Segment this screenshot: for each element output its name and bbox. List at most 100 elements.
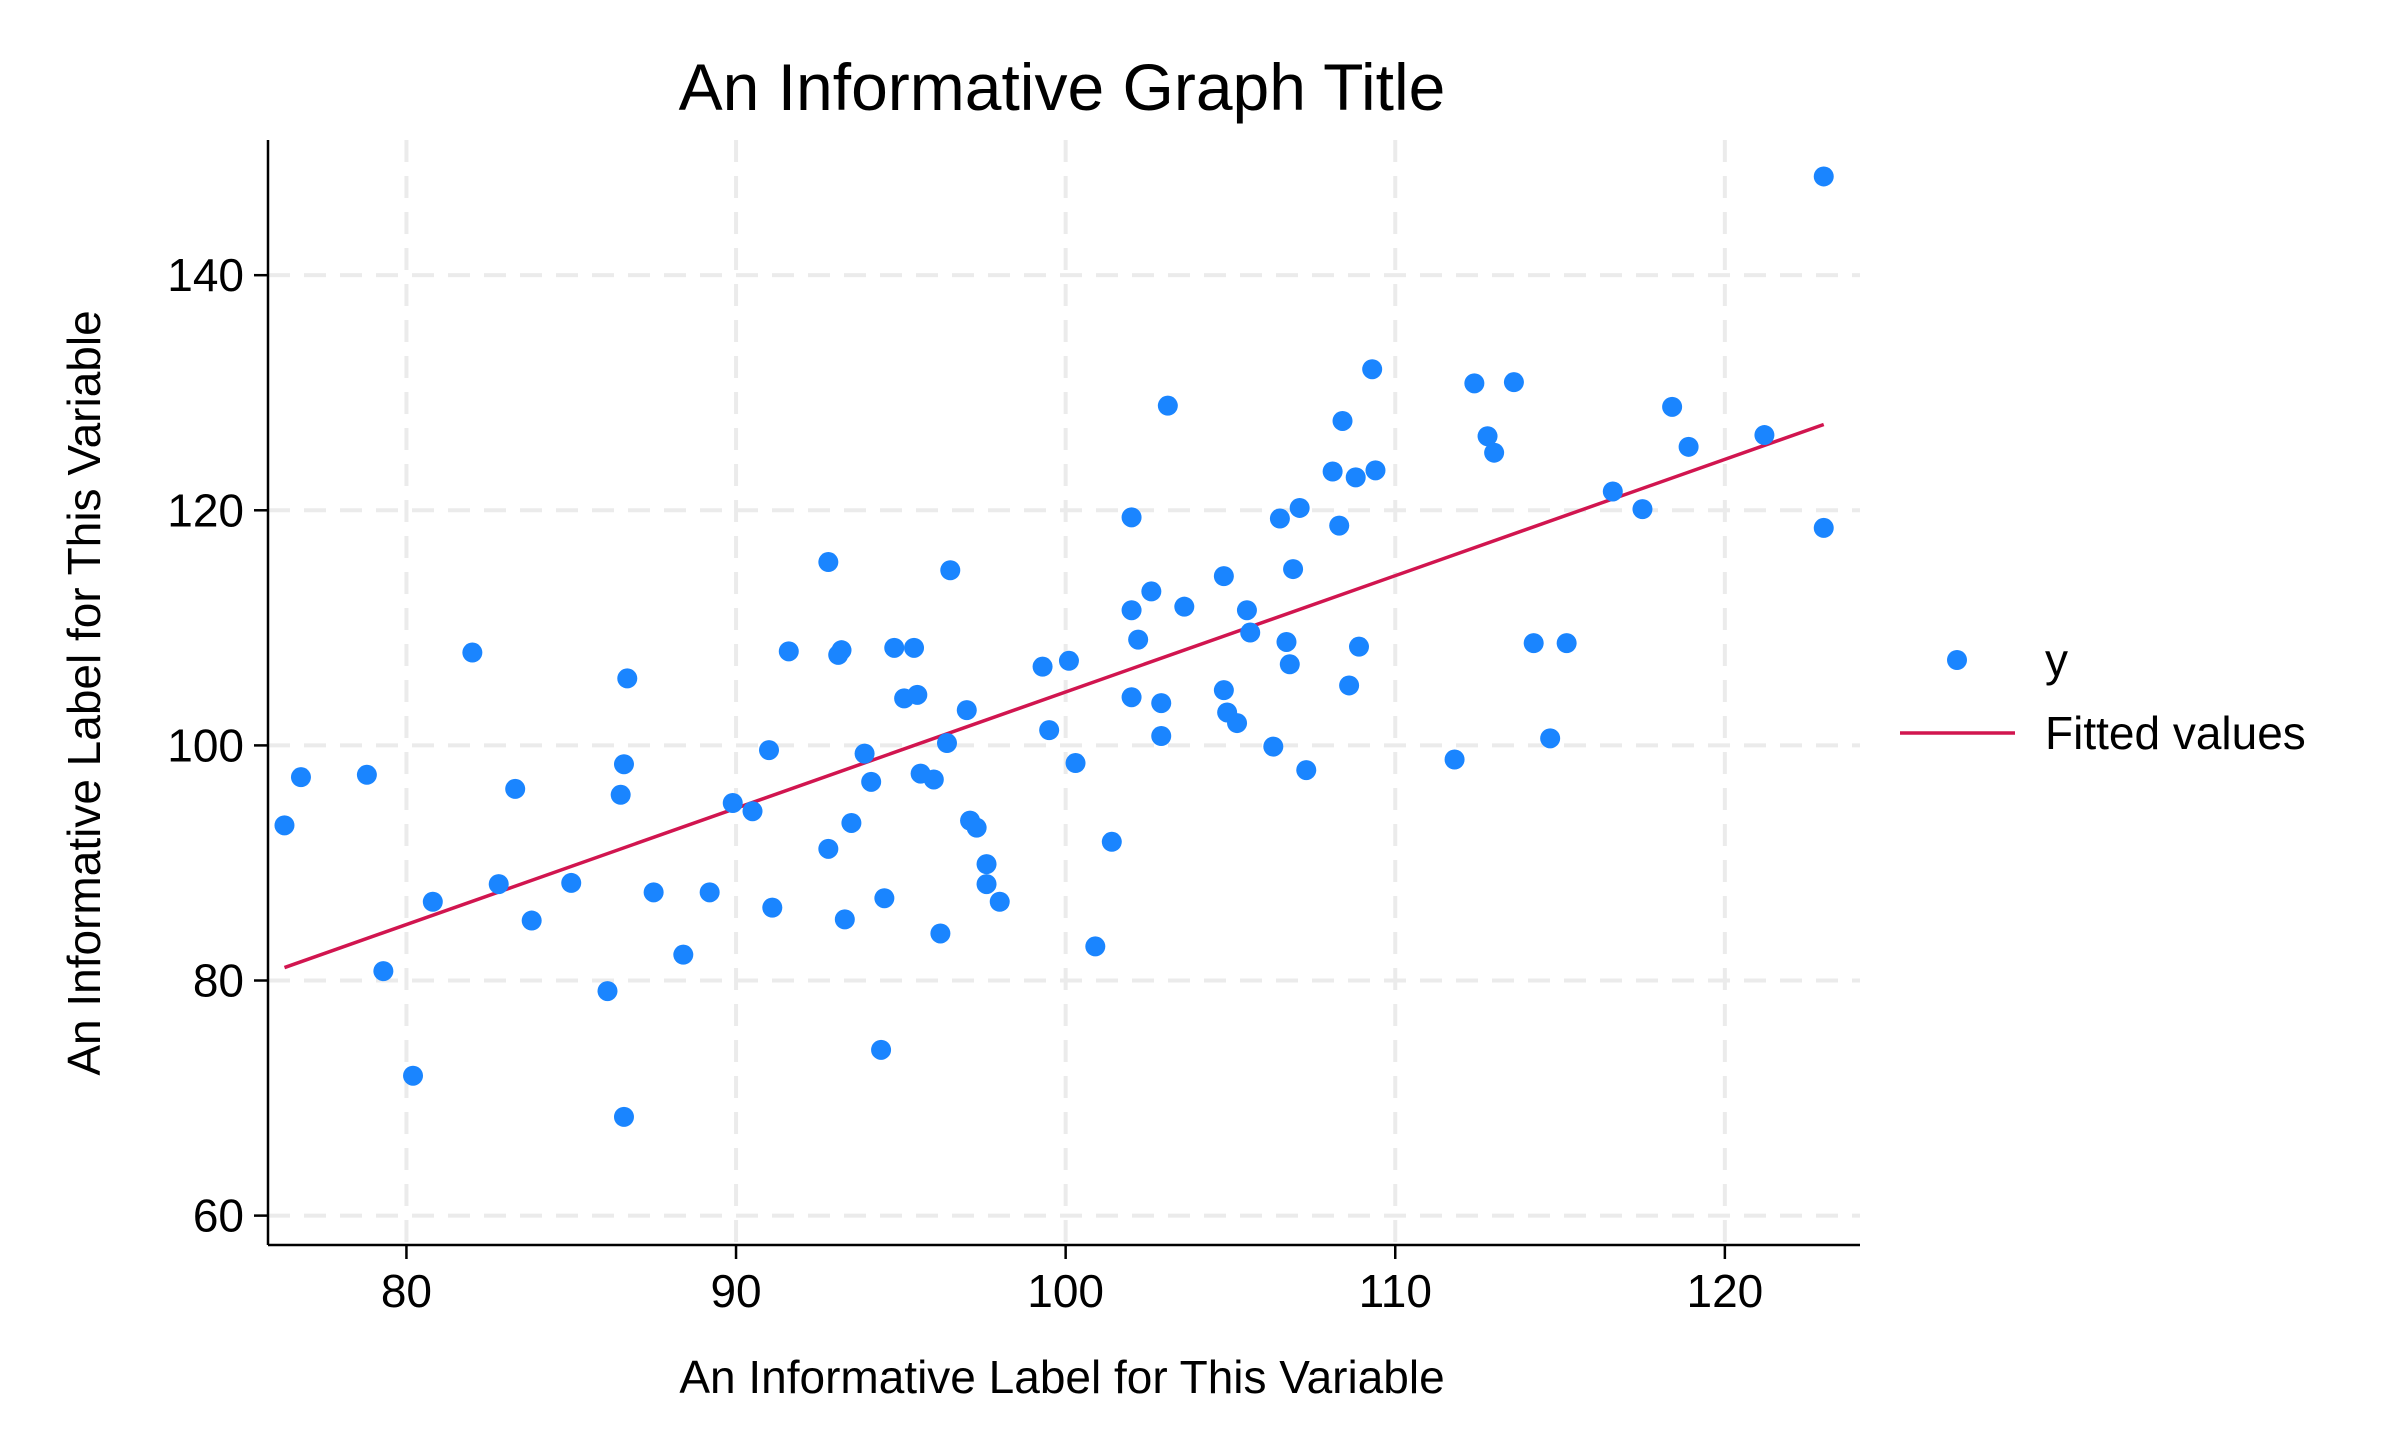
data-point (1227, 713, 1248, 734)
data-point (610, 784, 631, 805)
data-point (762, 897, 783, 918)
data-point (1101, 831, 1122, 852)
x-tick-label: 120 (1686, 1265, 1763, 1317)
x-tick-label: 100 (1027, 1265, 1104, 1317)
data-point (871, 1039, 892, 1060)
y-tick-label: 120 (167, 484, 244, 536)
data-point (1141, 581, 1162, 602)
data-point (930, 923, 951, 944)
gridlines (268, 140, 1860, 1245)
data-point (1540, 728, 1561, 749)
data-point (1329, 515, 1350, 536)
data-point (521, 910, 542, 931)
y-axis-label: An Informative Label for This Variable (58, 310, 110, 1075)
data-point (778, 641, 799, 662)
data-point (1151, 693, 1172, 714)
data-point (759, 740, 780, 761)
data-point (1128, 629, 1149, 650)
data-point (1276, 631, 1297, 652)
data-point (1602, 481, 1623, 502)
data-point (1269, 508, 1290, 529)
y-tick-label: 80 (193, 955, 244, 1007)
data-point (936, 733, 957, 754)
data-point (1289, 497, 1310, 518)
y-tick-label: 100 (167, 719, 244, 771)
data-point (1813, 166, 1834, 187)
data-point (1503, 372, 1524, 393)
legend-marker-y (1947, 650, 1967, 670)
data-point (1236, 600, 1257, 621)
data-point (1085, 936, 1106, 957)
x-tick-label: 80 (381, 1265, 432, 1317)
data-point (356, 764, 377, 785)
data-point (1039, 720, 1060, 741)
data-point (1283, 559, 1304, 580)
data-point (1213, 680, 1234, 701)
data-point (818, 552, 839, 573)
data-point (976, 854, 997, 875)
data-point (956, 700, 977, 721)
data-point (976, 874, 997, 895)
data-point (722, 793, 743, 813)
data-point (874, 888, 895, 909)
data-point (373, 961, 394, 982)
y-tick-label: 140 (167, 249, 244, 301)
data-point (1296, 760, 1317, 781)
data-point (966, 817, 987, 838)
data-point (940, 560, 961, 581)
data-point (1322, 461, 1343, 482)
data-point (1632, 499, 1653, 520)
data-point (861, 771, 882, 792)
data-point (1058, 650, 1079, 671)
data-point (1279, 654, 1300, 675)
data-point (1339, 675, 1360, 696)
fitted-line-layer (283, 422, 1825, 970)
data-point (699, 882, 720, 903)
data-point (1464, 373, 1485, 394)
legend: y Fitted values (1900, 634, 2306, 759)
data-point (818, 838, 839, 859)
data-point (1348, 636, 1369, 657)
data-point (617, 668, 638, 689)
data-point (613, 754, 634, 775)
data-point (561, 872, 582, 893)
data-point (1157, 395, 1178, 416)
data-point (1213, 566, 1234, 587)
data-point (403, 1065, 424, 1086)
data-point (673, 944, 694, 965)
data-point (1556, 633, 1577, 654)
data-point (274, 815, 295, 836)
data-point (1484, 442, 1505, 463)
data-point (1240, 622, 1261, 643)
data-point (841, 812, 862, 833)
x-axis-label: An Informative Label for This Variable (679, 1351, 1444, 1403)
data-point (742, 801, 763, 822)
x-tick-label: 110 (1359, 1265, 1432, 1317)
data-point (907, 684, 928, 705)
data-point (989, 891, 1010, 912)
data-point (1362, 359, 1383, 380)
data-point (834, 909, 855, 930)
x-tick-label: 90 (710, 1265, 761, 1317)
data-point (597, 981, 618, 1002)
fitted-line (283, 422, 1825, 970)
data-point (1174, 596, 1195, 617)
data-point (831, 640, 852, 661)
axes: 80 90 100 110 120 60 80 100 120 140 (167, 140, 1860, 1317)
data-point (923, 769, 944, 790)
data-point (613, 1106, 634, 1127)
data-point (643, 882, 664, 903)
data-point (505, 778, 526, 799)
legend-label-fitted: Fitted values (2045, 707, 2306, 759)
data-point (884, 637, 905, 658)
data-point (1121, 600, 1142, 621)
chart-title: An Informative Graph Title (679, 50, 1446, 124)
data-point (1065, 753, 1086, 774)
data-point (904, 637, 925, 658)
data-point (1345, 467, 1366, 488)
data-point (1032, 656, 1053, 677)
data-point (1813, 517, 1834, 538)
data-point (1523, 633, 1544, 654)
data-point (1662, 396, 1683, 417)
